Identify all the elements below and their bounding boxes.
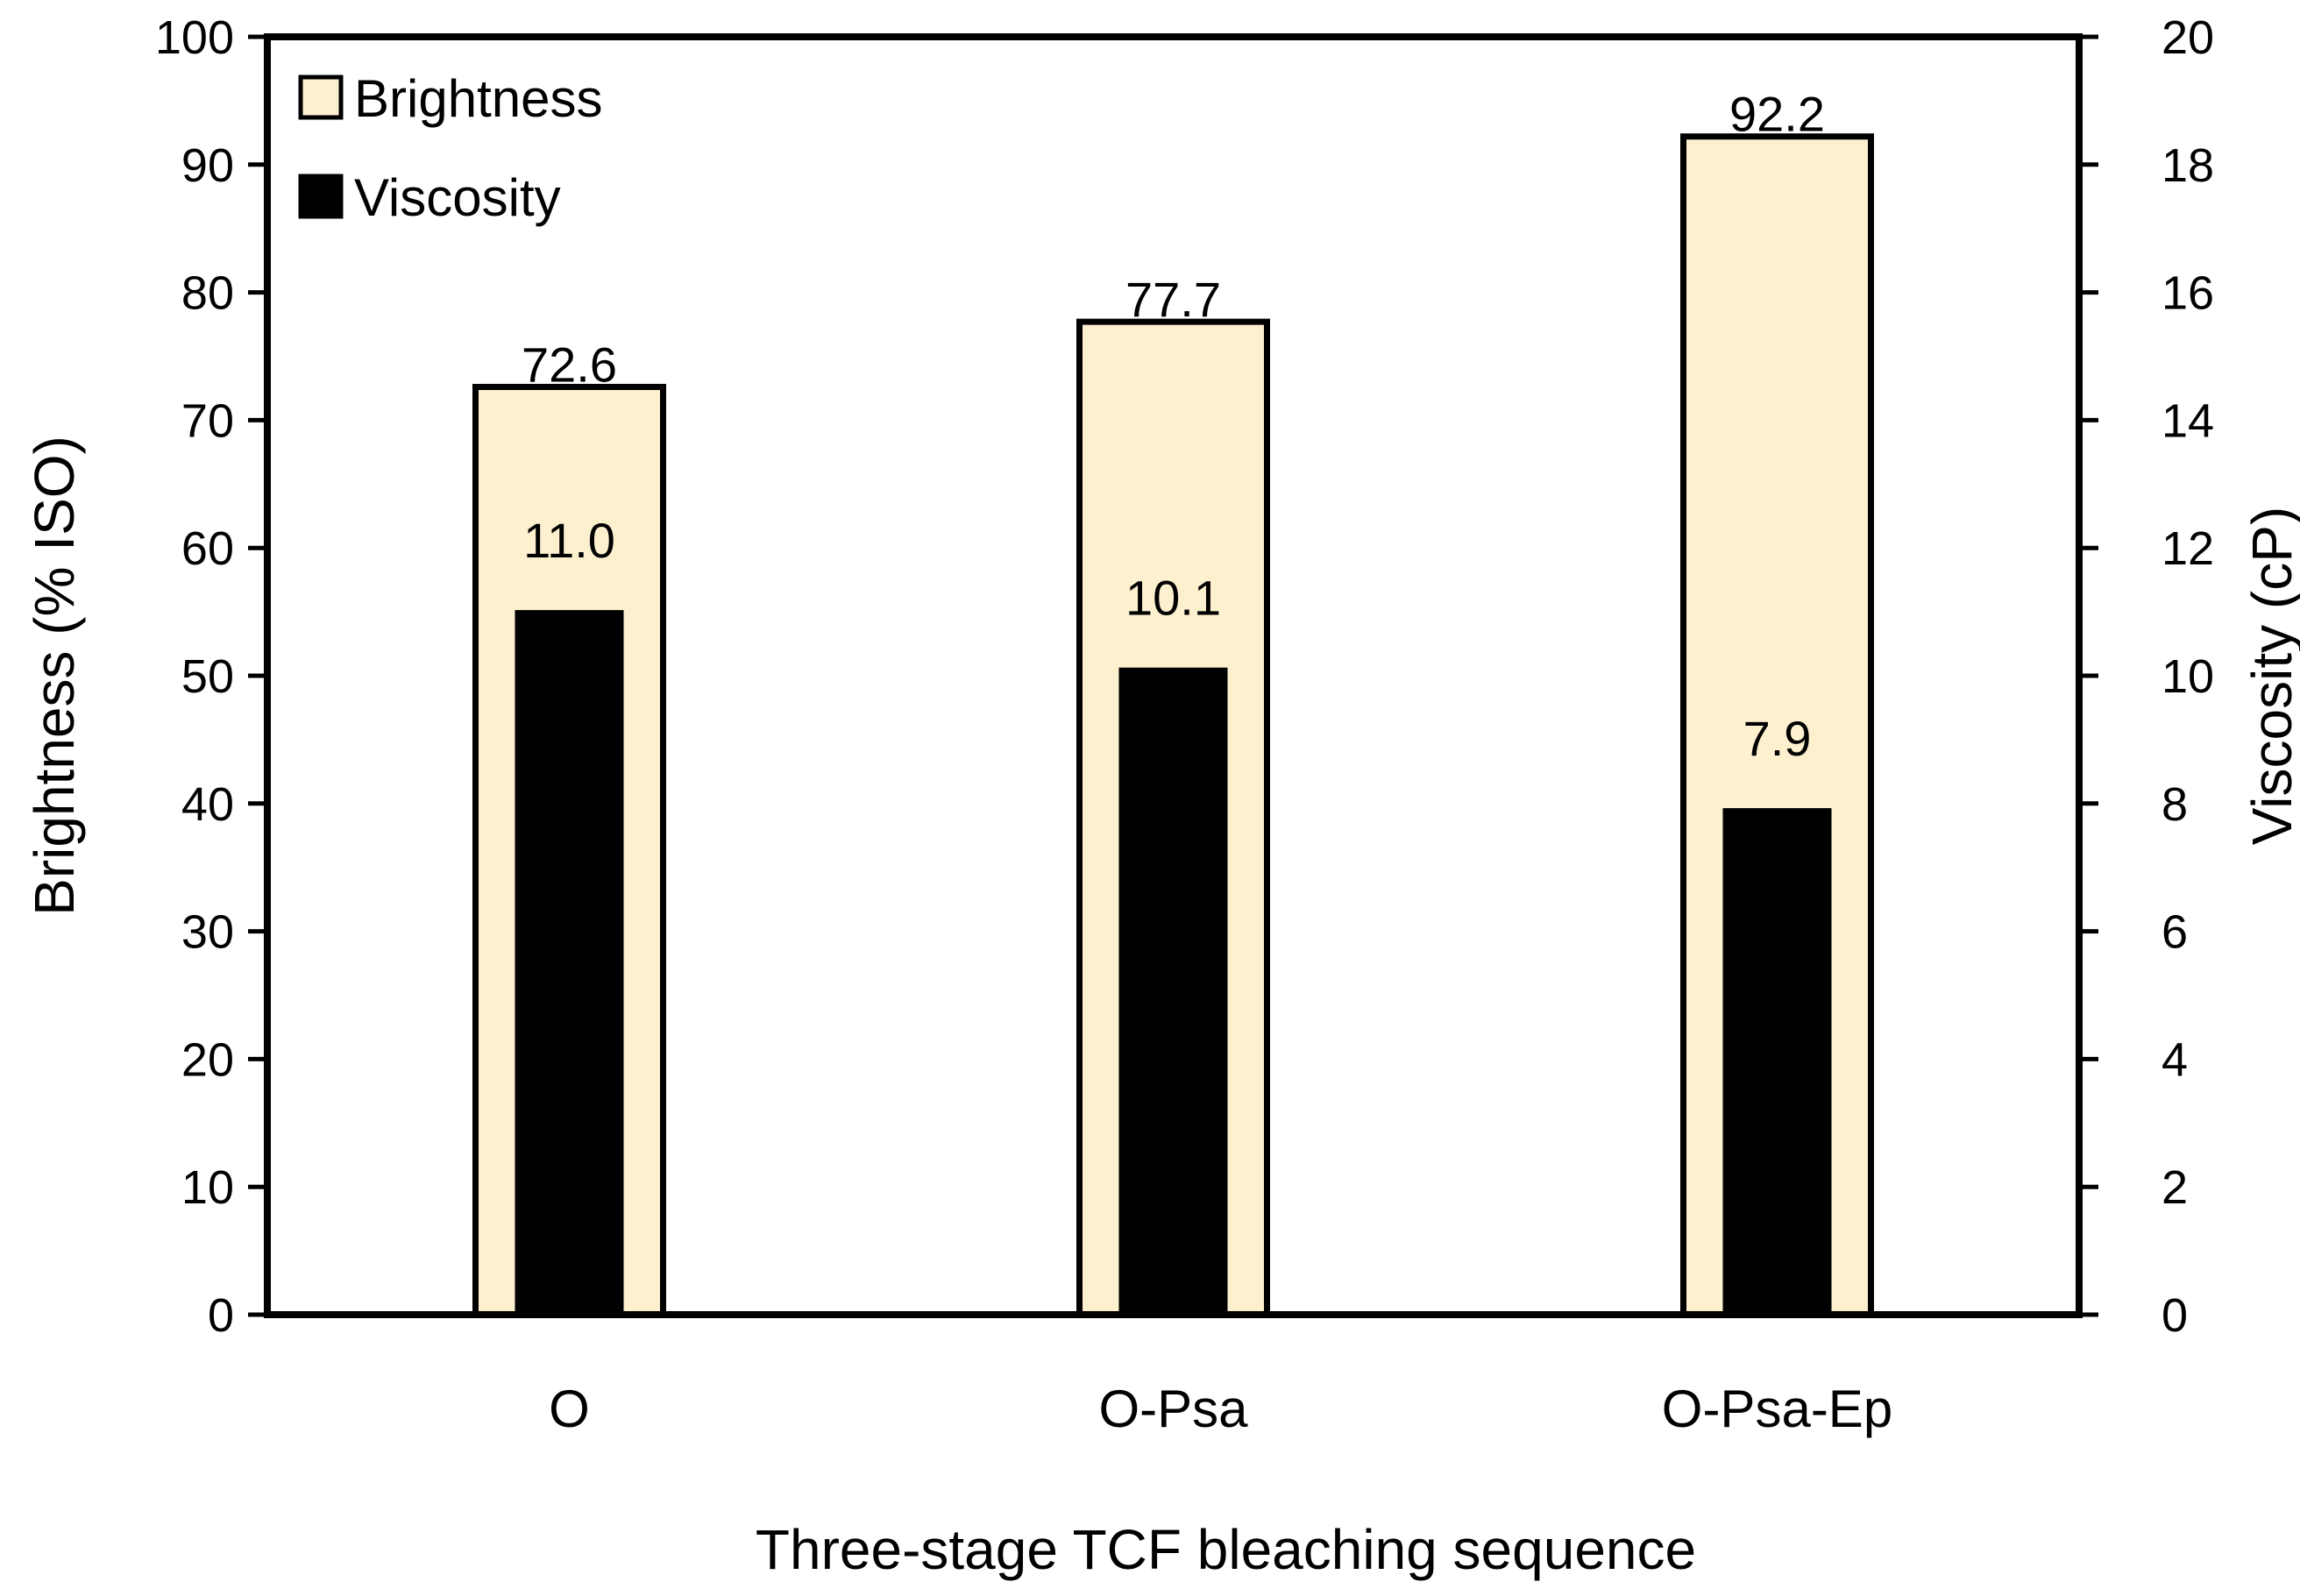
y-tick-label-10: 10: [181, 1161, 234, 1214]
y2-tick-label-8: 8: [2162, 778, 2188, 831]
y2-axis-title: Viscosity (cP): [2240, 507, 2300, 845]
legend: Brightness Viscosity: [298, 69, 602, 227]
data-label-brightness-o: 72.6: [522, 337, 617, 392]
y2-tick-label-16: 16: [2162, 267, 2214, 320]
legend-label-brightness: Brightness: [354, 69, 602, 128]
y-tick-label-20: 20: [181, 1033, 234, 1086]
y-axis-title: Brightness (% ISO): [23, 436, 86, 916]
data-labels: 72.6 77.7 92.2 11.0 10.1 7.9: [522, 87, 1825, 766]
y2-tick-label-2: 2: [2162, 1161, 2188, 1214]
y2-tick-label-10: 10: [2162, 650, 2214, 703]
data-label-viscosity-o-psa-ep: 7.9: [1743, 711, 1812, 766]
legend-swatch-brightness: [298, 74, 344, 120]
y2-tick-label-6: 6: [2162, 906, 2188, 959]
axis-ticks: 0 10 20 30 40 50 60 70 80 90 100 0 2 4 6 8 10 12 14 16 18 20 O…: [155, 11, 2214, 1438]
data-label-brightness-o-psa-ep: 92.2: [1729, 87, 1825, 142]
bar-viscosity-o-psa: [1118, 667, 1228, 1316]
y2-tick-label-18: 18: [2162, 139, 2214, 192]
bar-viscosity-o-psa-ep: [1722, 808, 1832, 1316]
bars-layer: [472, 133, 1874, 1318]
legend-label-viscosity: Viscosity: [354, 168, 561, 227]
y-tick-label-80: 80: [181, 267, 234, 320]
y2-tick-label-12: 12: [2162, 522, 2214, 575]
data-label-viscosity-o: 11.0: [523, 513, 615, 568]
y-tick-label-30: 30: [181, 906, 234, 959]
data-label-brightness-o-psa: 77.7: [1125, 272, 1221, 327]
y-tick-label-50: 50: [181, 650, 234, 703]
y-tick-label-60: 60: [181, 522, 234, 575]
bar-brightness-o-psa-ep: [1680, 133, 1874, 1318]
y-tick-label-0: 0: [208, 1289, 234, 1342]
y-tick-label-100: 100: [155, 11, 234, 64]
x-category-label-o-psa-ep: O-Psa-Ep: [1662, 1380, 1892, 1438]
y-tick-label-90: 90: [181, 139, 234, 192]
y-tick-label-70: 70: [181, 394, 234, 447]
y2-tick-label-0: 0: [2162, 1289, 2188, 1342]
data-label-viscosity-o-psa: 10.1: [1125, 571, 1221, 626]
y-tick-label-40: 40: [181, 778, 234, 831]
y2-tick-label-20: 20: [2162, 11, 2214, 64]
y2-tick-label-14: 14: [2162, 394, 2214, 447]
y2-tick-label-4: 4: [2162, 1033, 2188, 1086]
x-category-label-o-psa: O-Psa: [1098, 1380, 1248, 1438]
x-axis-title: Three-stage TCF bleaching sequence: [756, 1518, 1696, 1581]
legend-swatch-viscosity: [298, 174, 344, 219]
x-category-label-o: O: [549, 1380, 590, 1438]
bar-viscosity-o: [515, 610, 624, 1316]
